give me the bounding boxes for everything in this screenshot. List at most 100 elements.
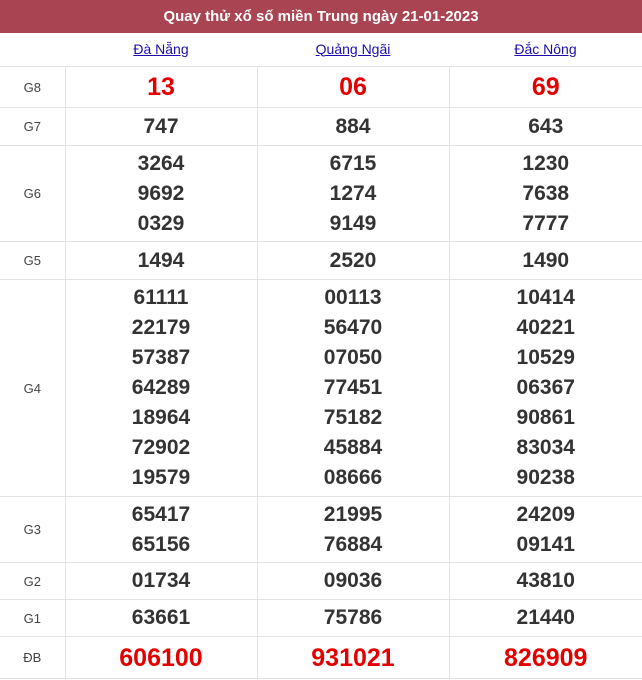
results-table: Đà Nẵng Quảng Ngãi Đắc Nông G8 13 06 69 G7 74… (0, 33, 642, 679)
prize-cell: 747 (64, 107, 258, 146)
prize-number: 9692 (137, 181, 185, 205)
prize-number: 10529 (516, 346, 575, 369)
prize-number: 2520 (329, 248, 377, 272)
prize-number: 69 (531, 73, 560, 101)
prize-label: G4 (0, 279, 66, 497)
prize-number: 06 (339, 73, 367, 101)
prize-cell: 21995 76884 (256, 496, 450, 563)
prize-cell: 643 (448, 107, 642, 146)
prize-cell: 63661 (64, 599, 258, 637)
prize-number: 06367 (516, 376, 575, 399)
prize-number: 606100 (119, 643, 203, 672)
prize-cell: 69 (448, 66, 642, 108)
prize-cell: 826909 (448, 636, 642, 679)
prize-number: 643 (528, 114, 564, 138)
prize-number: 90861 (516, 406, 575, 429)
results-title: Quay thử xổ số miền Trung ngày 21-01-202… (0, 0, 642, 33)
prize-number: 65417 (131, 502, 191, 526)
prize-number: 13 (147, 73, 175, 101)
prize-cell: 884 (256, 107, 450, 146)
prize-label: G3 (0, 496, 66, 563)
prize-label: G8 (0, 66, 66, 108)
prize-label: G6 (0, 145, 66, 242)
prize-label: G5 (0, 241, 66, 280)
prize-label: G2 (0, 562, 66, 600)
prize-number: 24209 (516, 502, 575, 526)
prize-cell: 09036 (256, 562, 450, 600)
prize-number: 75182 (323, 406, 383, 429)
prize-number: 90238 (516, 466, 575, 489)
prize-number: 77451 (323, 376, 383, 399)
prize-row-g4: G4 61111 22179 57387 64289 18964 72902 19579 001… (0, 279, 642, 497)
prize-number: 7777 (522, 211, 570, 235)
prize-number: 83034 (516, 436, 575, 459)
prize-number: 1490 (522, 248, 570, 272)
province-link-da-nang[interactable]: Đà Nẵng (133, 40, 189, 57)
prize-cell: 00113 56470 07050 77451 75182 45884 08666 (256, 279, 450, 497)
prize-row-g2: G2 01734 09036 43810 (0, 562, 642, 600)
prize-number: 21440 (516, 606, 575, 629)
province-link-dac-nong[interactable]: Đắc Nông (514, 40, 577, 57)
prize-number: 9149 (329, 211, 377, 235)
prize-number: 0329 (137, 211, 185, 235)
prize-number: 19579 (131, 466, 191, 489)
prize-number: 63661 (131, 606, 191, 629)
prize-row-g3: G3 65417 65156 21995 76884 24209 09141 (0, 496, 642, 563)
prize-cell: 3264 9692 0329 (64, 145, 258, 242)
prize-cell: 1230 7638 7777 (448, 145, 642, 242)
province-link-quang-ngai[interactable]: Quảng Ngãi (315, 40, 391, 57)
prize-number: 61111 (133, 286, 189, 309)
prize-number: 45884 (323, 436, 383, 459)
prize-number: 826909 (504, 643, 588, 672)
prize-label: G1 (0, 599, 66, 637)
prize-cell: 01734 (64, 562, 258, 600)
empty-header-cell (0, 33, 65, 67)
prize-cell: 2520 (256, 241, 450, 280)
prize-number: 64289 (131, 376, 191, 399)
prize-row-g1: G1 63661 75786 21440 (0, 599, 642, 637)
prize-cell: 606100 (64, 636, 258, 679)
prize-number: 57387 (131, 346, 191, 369)
prize-number: 6715 (329, 151, 377, 175)
prize-number: 21995 (323, 502, 383, 526)
prize-number: 76884 (323, 532, 383, 556)
prize-cell: 6715 1274 9149 (256, 145, 450, 242)
prize-number: 01734 (131, 569, 191, 592)
prize-number: 43810 (516, 569, 575, 592)
prize-cell: 43810 (448, 562, 642, 600)
prize-number: 7638 (522, 181, 570, 205)
prize-row-đb: ĐB 606100 931021 826909 (0, 636, 642, 679)
prize-cell: 10414 40221 10529 06367 90861 83034 90238 (448, 279, 642, 497)
prize-number: 18964 (131, 406, 191, 429)
prize-label: ĐB (0, 636, 66, 679)
prize-number: 1494 (137, 248, 185, 272)
prize-number: 75786 (323, 606, 383, 629)
prize-number: 72902 (131, 436, 191, 459)
prize-number: 931021 (311, 643, 395, 672)
prize-cell: 1490 (448, 241, 642, 280)
prize-number: 56470 (323, 316, 383, 339)
prize-cell: 06 (256, 66, 450, 108)
province-header-row: Đà Nẵng Quảng Ngãi Đắc Nông (0, 33, 642, 67)
prize-number: 3264 (137, 151, 185, 175)
prize-cell: 61111 22179 57387 64289 18964 72902 19579 (64, 279, 258, 497)
prize-number: 884 (335, 114, 371, 138)
prize-number: 65156 (131, 532, 191, 556)
prize-row-g8: G8 13 06 69 (0, 66, 642, 108)
prize-cell: 65417 65156 (64, 496, 258, 563)
prize-number: 1274 (329, 181, 377, 205)
prize-number: 00113 (324, 286, 382, 309)
prize-number: 09036 (323, 569, 383, 592)
prize-cell: 75786 (256, 599, 450, 637)
prize-number: 09141 (516, 532, 575, 556)
prize-number: 07050 (323, 346, 383, 369)
prize-cell: 931021 (256, 636, 450, 679)
prize-number: 10414 (516, 286, 575, 309)
prize-label: G7 (0, 107, 66, 146)
prize-row-g5: G5 1494 2520 1490 (0, 241, 642, 280)
prize-cell: 1494 (64, 241, 258, 280)
prize-cell: 21440 (448, 599, 642, 637)
prize-number: 1230 (522, 151, 570, 175)
prize-number: 40221 (516, 316, 575, 339)
